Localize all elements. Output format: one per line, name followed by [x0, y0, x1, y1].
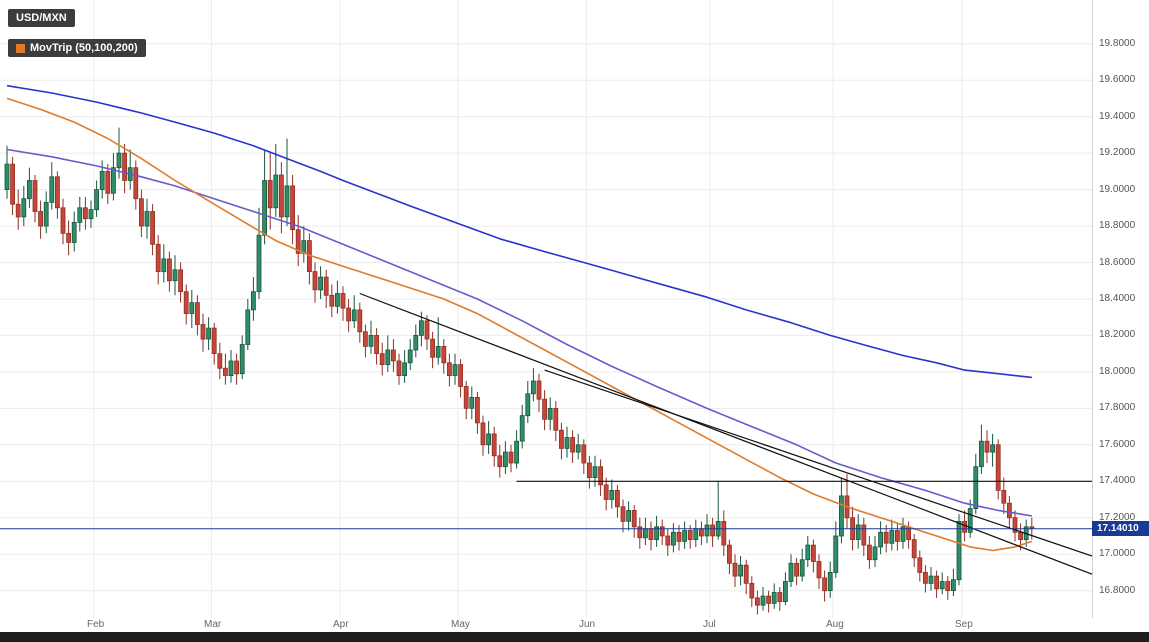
price-chart[interactable]: [0, 0, 1092, 618]
y-axis-tick-label: 18.0000: [1099, 366, 1136, 377]
x-axis[interactable]: Feb Mar Apr May Jun Jul Aug Sep: [0, 618, 1149, 632]
y-axis-tick-label: 19.2000: [1099, 147, 1136, 158]
y-axis-tick-label: 17.6000: [1099, 439, 1136, 450]
y-axis-tick-label: 18.4000: [1099, 293, 1136, 304]
x-axis-month-label: Jun: [579, 619, 596, 630]
symbol-label: USD/MXN: [16, 12, 67, 24]
y-axis-tick-label: 19.6000: [1099, 74, 1136, 85]
x-axis-month-label: May: [451, 619, 470, 630]
x-axis-month-label: Jul: [703, 619, 716, 630]
symbol-badge[interactable]: USD/MXN: [8, 9, 75, 27]
y-axis-tick-label: 17.0000: [1099, 548, 1136, 559]
indicator-label: MovTrip (50,100,200): [30, 42, 138, 54]
indicator-badge[interactable]: MovTrip (50,100,200): [8, 39, 146, 57]
y-axis-tick-label: 18.2000: [1099, 329, 1136, 340]
ma-indicator-swatch-icon: [16, 43, 25, 53]
y-axis-tick-label: 18.8000: [1099, 220, 1136, 231]
x-axis-month-label: Aug: [826, 619, 844, 630]
y-axis-tick-label: 18.6000: [1099, 257, 1136, 268]
y-axis-tick-label: 17.8000: [1099, 402, 1136, 413]
y-axis-tick-label: 17.2000: [1099, 512, 1136, 523]
y-axis-tick-label: 19.4000: [1099, 111, 1136, 122]
current-price-badge: 17.14010: [1092, 521, 1149, 536]
y-axis-tick-label: 16.8000: [1099, 585, 1136, 596]
x-axis-month-label: Apr: [333, 619, 349, 630]
y-axis-tick-label: 19.8000: [1099, 38, 1136, 49]
x-axis-month-label: Mar: [204, 619, 222, 630]
y-axis-tick-label: 17.4000: [1099, 475, 1136, 486]
chart-legend: USD/MXN MovTrip (50,100,200): [8, 8, 146, 69]
y-axis-tick-label: 19.0000: [1099, 184, 1136, 195]
x-axis-month-label: Sep: [955, 619, 973, 630]
bottom-bar: [0, 632, 1149, 642]
x-axis-month-label: Feb: [87, 619, 105, 630]
